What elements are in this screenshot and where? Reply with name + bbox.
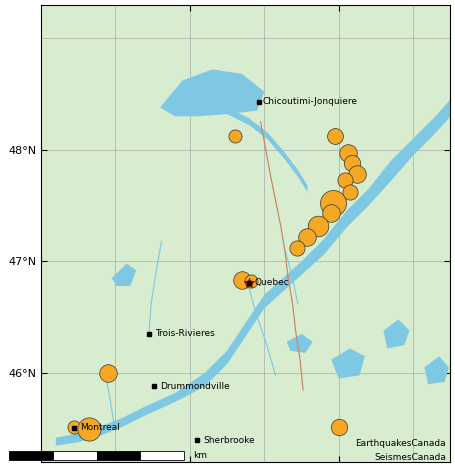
Point xyxy=(104,369,111,377)
Text: Sherbrooke: Sherbrooke xyxy=(203,436,255,445)
Point xyxy=(346,189,354,196)
Polygon shape xyxy=(160,70,264,116)
Text: SeismesCanada: SeismesCanada xyxy=(374,453,446,462)
Bar xyxy=(53,451,96,460)
Point xyxy=(344,149,351,157)
Point xyxy=(304,233,311,241)
Point xyxy=(341,176,349,184)
Text: Quebec: Quebec xyxy=(255,278,289,287)
Point xyxy=(335,423,343,431)
Polygon shape xyxy=(425,356,449,384)
Point xyxy=(354,170,361,178)
Polygon shape xyxy=(227,107,308,192)
Polygon shape xyxy=(111,264,136,286)
Point xyxy=(314,222,322,229)
Point xyxy=(328,210,335,217)
Bar xyxy=(9,451,53,460)
Text: Drummondville: Drummondville xyxy=(160,382,230,391)
Polygon shape xyxy=(56,99,450,446)
Point xyxy=(247,278,254,285)
Text: Chicoutimi-Jonquiere: Chicoutimi-Jonquiere xyxy=(263,97,358,106)
Text: km: km xyxy=(193,451,207,460)
Text: Montreal: Montreal xyxy=(81,423,120,432)
Bar xyxy=(96,451,140,460)
Text: EarthquakesCanada: EarthquakesCanada xyxy=(355,439,446,448)
Polygon shape xyxy=(384,319,410,348)
Point xyxy=(329,199,336,207)
Point xyxy=(231,133,238,140)
Polygon shape xyxy=(331,348,365,379)
Point xyxy=(86,425,93,432)
Text: Trois-Rivieres: Trois-Rivieres xyxy=(155,329,215,339)
Point xyxy=(71,423,78,431)
Polygon shape xyxy=(287,334,313,353)
Point xyxy=(349,159,356,167)
Bar xyxy=(140,451,184,460)
Point xyxy=(331,133,339,140)
Point xyxy=(293,244,301,252)
Point xyxy=(238,276,246,284)
